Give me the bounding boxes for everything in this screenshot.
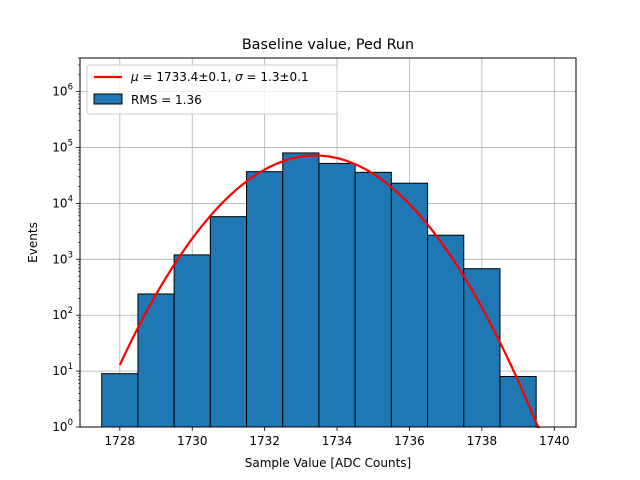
histogram-bar — [390, 182, 429, 428]
x-tick-label: 1732 — [249, 434, 280, 448]
legend: μ = 1733.4±0.1, σ = 1.3±0.1 RMS = 1.36 — [86, 64, 338, 115]
axis-ticks: 1728 1730 1732 1734 1736 1738 1740 100 101 102 103… — [52, 57, 570, 448]
x-tick-label: 1730 — [177, 434, 208, 448]
x-tick-label: 1738 — [467, 434, 498, 448]
y-tick-label: 101 — [52, 362, 73, 378]
legend-box — [86, 64, 338, 115]
x-axis-label: Sample Value [ADC Counts] — [245, 456, 411, 470]
histogram-bar — [137, 293, 175, 428]
x-tick-label: 1734 — [322, 434, 353, 448]
histogram-bar — [318, 162, 356, 428]
legend-hist-label: RMS = 1.36 — [131, 93, 202, 107]
histogram-bar — [209, 216, 248, 428]
x-tick-label: 1736 — [394, 434, 425, 448]
histogram-bar — [499, 376, 537, 428]
y-tick-label: 103 — [52, 250, 73, 266]
legend-hist-swatch — [93, 93, 123, 105]
histogram-bar — [354, 171, 392, 428]
y-tick-label: 100 — [52, 418, 73, 434]
y-tick-label: 102 — [52, 306, 73, 322]
y-tick-label: 104 — [52, 194, 73, 210]
histogram-bar — [101, 373, 139, 428]
fit-curve-group — [118, 154, 540, 429]
histogram-bar — [173, 254, 211, 428]
y-tick-label: 106 — [52, 83, 73, 99]
fit-curve — [118, 154, 540, 429]
legend-fit-label: μ = 1733.4±0.1, σ = 1.3±0.1 — [130, 70, 309, 84]
y-tick-label: 105 — [52, 139, 73, 155]
histogram-bar — [246, 171, 284, 428]
histogram-bar — [282, 152, 320, 428]
x-tick-label: 1728 — [105, 434, 136, 448]
plot-frame — [79, 57, 577, 428]
histogram-bar — [463, 268, 501, 428]
histogram-bar — [427, 234, 465, 428]
x-tick-label: 1740 — [539, 434, 570, 448]
chart-title: Baseline value, Ped Run — [242, 37, 414, 53]
y-axis-label: Events — [26, 222, 40, 263]
histogram-bars — [101, 152, 537, 428]
